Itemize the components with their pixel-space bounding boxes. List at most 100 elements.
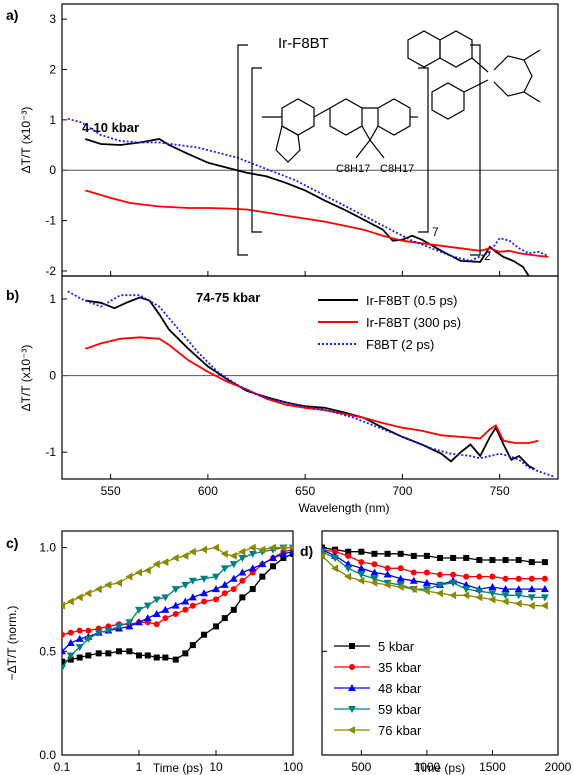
p3-point-k59	[436, 581, 444, 589]
p3-series-k59	[322, 551, 545, 599]
p2-point-k48	[279, 549, 288, 557]
panel-c-xlabel: Time (ps)	[153, 761, 203, 775]
p2-point-k5	[249, 586, 256, 593]
p2-point-k76	[188, 547, 196, 556]
p2-point-k76	[171, 553, 179, 562]
panel-d: d) Time (ps) 500 1000 1500 2000 5 kbar 35 kb…	[300, 530, 572, 775]
p3-point-k48	[357, 564, 366, 572]
legend-label-ir05: Ir-F8BT (0.5 ps)	[366, 293, 458, 308]
panel-d-label: d)	[300, 543, 313, 559]
p2-point-k76	[279, 543, 287, 552]
p2-point-k76	[289, 545, 293, 550]
p1-xtick-label: 700	[392, 484, 412, 498]
p2-point-k59	[152, 596, 161, 604]
p2-point-k76	[125, 572, 133, 581]
p1-ytick-label: -1	[45, 445, 56, 459]
panel-b-label: b)	[6, 287, 19, 303]
p2-point-k76	[135, 568, 142, 577]
structure-substituent-left: C8H17	[336, 163, 370, 175]
p1-series-ir05	[85, 296, 536, 470]
p3-point-k5	[358, 548, 365, 555]
p3-point-k35	[358, 559, 365, 566]
p3-point-k59	[331, 554, 340, 562]
p3-point-k35	[332, 548, 339, 555]
p3-point-k35	[476, 573, 483, 580]
acac-methyl-top	[523, 49, 541, 61]
p2-point-k59	[143, 602, 152, 610]
p3-point-k59	[344, 565, 353, 573]
p2-point-k48	[181, 597, 190, 605]
p3-point-k35	[397, 565, 404, 572]
p2-point-k35	[221, 590, 228, 597]
p3-point-k5	[476, 557, 483, 564]
p3-point-k76	[462, 591, 470, 600]
legend-label-ir300: Ir-F8BT (300 ps)	[366, 315, 461, 330]
p3-point-k59	[449, 579, 458, 587]
p2-ytick-label: 0.5	[39, 644, 56, 658]
legend-marker-k76	[348, 726, 355, 734]
panel-b-ylabel: ΔT/T (x10⁻³)	[19, 345, 33, 412]
p2-point-k5	[230, 606, 237, 613]
p2-point-k5	[85, 652, 92, 659]
p2-series-k35	[62, 549, 293, 636]
p3-point-k48	[383, 570, 392, 578]
p2-point-k59	[212, 573, 220, 581]
p3-point-k5	[423, 552, 430, 559]
bracket-inner-right	[418, 67, 429, 233]
panel-a-axes: -2 -1 0 1 2 3	[45, 12, 501, 278]
p3-point-k48	[527, 585, 536, 593]
p3-xtick-label: 2000	[545, 760, 572, 774]
p1-xtick-label: 600	[198, 484, 218, 498]
p2-point-k5	[105, 650, 112, 657]
p2-point-k59	[125, 619, 134, 627]
p2-point-k76	[104, 580, 112, 589]
p3-xtick-label: 500	[351, 760, 371, 774]
p2-point-k59	[248, 550, 257, 558]
p3-point-k59	[462, 586, 471, 594]
bond-chain-right	[369, 139, 385, 159]
p3-point-k59	[475, 588, 484, 596]
p3-point-k76	[396, 583, 404, 591]
p2-point-k5	[62, 658, 65, 665]
p2-point-k48	[135, 618, 143, 626]
panel-b: b) 74-75 kbar ΔT/T (x10⁻³) Wavelength (n…	[6, 275, 559, 515]
p2-point-k59	[161, 594, 170, 602]
panel-d-plot	[322, 544, 549, 610]
p2-point-k48	[66, 639, 75, 646]
p2-point-k59	[229, 561, 238, 569]
p2-point-k5	[213, 623, 219, 630]
panel-a-label: a)	[6, 7, 18, 23]
p0-series-ir05	[85, 138, 530, 276]
p2-point-k76	[152, 560, 160, 569]
bond-btd-fluorene	[313, 107, 331, 118]
p2-point-k59	[115, 623, 124, 631]
p3-point-k35	[345, 552, 352, 559]
legend-marker-k35	[349, 664, 355, 670]
p2-point-k35	[213, 596, 219, 603]
fluorene-bridge	[361, 107, 379, 142]
p3-point-k35	[502, 575, 509, 582]
p2-point-k35	[172, 611, 179, 617]
p2-point-k35	[201, 598, 208, 605]
p3-series-k76	[322, 555, 545, 607]
bracket-outer-left	[237, 44, 248, 256]
p3-point-k48	[409, 576, 418, 584]
p2-point-k35	[67, 629, 74, 636]
p2-point-k59	[94, 629, 103, 637]
p3-point-k48	[370, 568, 379, 576]
p3-point-k35	[423, 569, 430, 576]
p1-series-f8bt	[67, 290, 555, 478]
p2-point-k35	[76, 627, 83, 634]
p2-ytick-label: 1.0	[39, 541, 56, 555]
p3-point-k48	[488, 583, 497, 590]
p2-point-k48	[152, 609, 161, 617]
p2-point-k48	[161, 605, 170, 613]
p2-point-k76	[84, 589, 92, 598]
p2-point-k48	[220, 580, 229, 588]
p2-point-k48	[248, 564, 257, 572]
p2-point-k59	[75, 644, 84, 652]
phenyl-ring	[431, 82, 465, 120]
p2-point-k5	[270, 563, 277, 570]
fluorene-ring-left	[329, 98, 363, 136]
